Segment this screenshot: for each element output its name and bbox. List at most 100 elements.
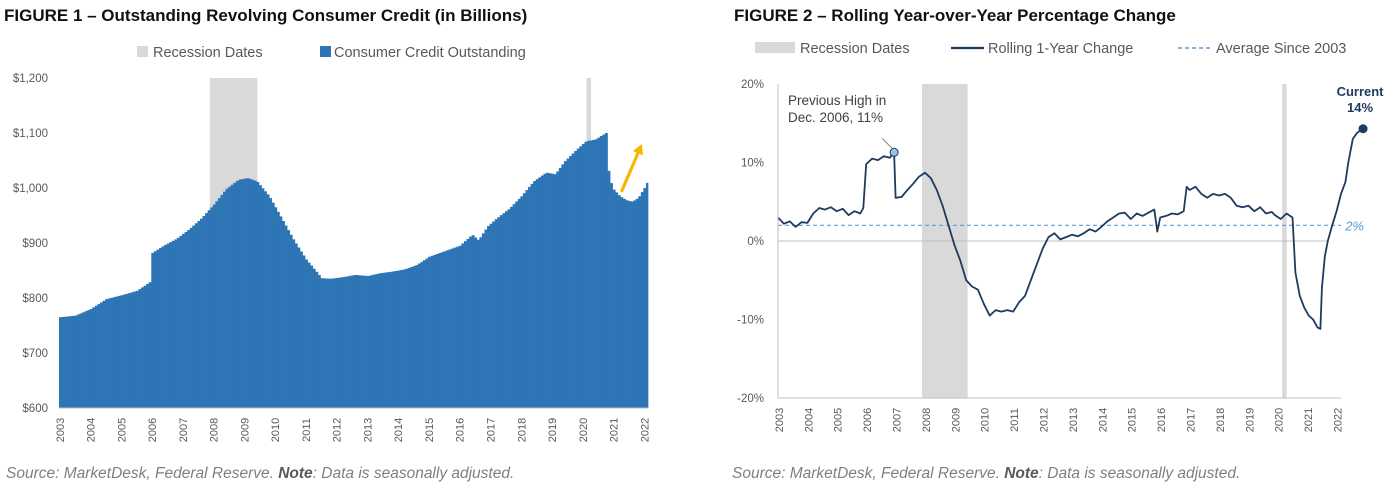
bar [533, 181, 537, 408]
bar [604, 133, 608, 408]
bar [430, 255, 434, 408]
bar [366, 276, 370, 408]
figure2-panel: FIGURE 2 – Rolling Year-over-Year Percen… [728, 0, 1393, 488]
bar [545, 172, 549, 408]
bar [243, 178, 247, 408]
bar [358, 275, 362, 408]
bar [622, 198, 626, 408]
legend-credit-swatch [320, 46, 331, 57]
bar [148, 282, 152, 408]
bar [443, 251, 447, 408]
bar [174, 239, 178, 408]
bar [571, 153, 575, 408]
x-tick-label: 2011 [301, 418, 313, 442]
bar [182, 233, 185, 408]
figure1-x-axis: 2003 2004 2005 2006 2007 2008 2009 2010 2011 2012… [55, 418, 651, 442]
bar [230, 184, 234, 408]
figure1-note-label: Note [278, 465, 313, 482]
figure1-bars [59, 133, 649, 409]
bar [61, 316, 65, 408]
y-tick-label: 0% [747, 236, 764, 248]
bar [602, 134, 606, 408]
bar [645, 182, 649, 408]
y-tick-label: $1,000 [13, 183, 48, 195]
x-tick-label: 2018 [516, 418, 528, 442]
bar [484, 229, 488, 408]
x-tick-label: 2003 [774, 408, 786, 432]
bar [105, 299, 109, 408]
bar [507, 209, 511, 408]
bar [340, 277, 344, 408]
x-tick-label: 2015 [424, 418, 436, 442]
bar [466, 238, 470, 408]
bar [338, 277, 342, 408]
x-tick-label: 2019 [1244, 408, 1256, 432]
x-tick-label: 2018 [1215, 408, 1227, 432]
bar [271, 202, 275, 408]
bar [515, 201, 519, 408]
bar [543, 173, 547, 408]
x-tick-label: 2003 [55, 418, 67, 442]
bar [189, 227, 193, 408]
bar [141, 287, 144, 408]
bar [59, 317, 62, 408]
figure1-source: Source: MarketDesk, Federal Reserve. Not… [6, 465, 514, 483]
bar [246, 178, 250, 408]
bar [284, 225, 288, 408]
bar [166, 243, 170, 408]
bar [89, 309, 93, 408]
bar [94, 305, 98, 408]
bar [399, 270, 403, 408]
previous-high-marker [889, 147, 899, 157]
bar [620, 197, 624, 408]
bar [258, 185, 262, 408]
previous-high-label: Previous High in [788, 93, 886, 108]
x-tick-label: 2005 [833, 408, 845, 432]
bar [115, 296, 119, 408]
bar [269, 198, 273, 408]
figure2-source: Source: MarketDesk, Federal Reserve. Not… [732, 465, 1240, 483]
bar [251, 179, 255, 408]
bar [312, 268, 316, 408]
figure1-trend-arrow [620, 144, 643, 193]
x-tick-label: 2010 [980, 408, 992, 432]
bar [635, 198, 639, 408]
bar [522, 193, 526, 408]
bar [92, 307, 96, 408]
x-tick-label: 2009 [950, 408, 962, 432]
x-tick-label: 2014 [1097, 408, 1109, 432]
bar [553, 174, 557, 408]
bar [346, 276, 349, 408]
bar [281, 221, 285, 408]
bar [110, 297, 114, 408]
bar [458, 245, 462, 408]
bar [292, 239, 296, 408]
bar [287, 230, 291, 408]
bar [504, 211, 508, 408]
bar [487, 226, 490, 408]
bar [369, 275, 373, 408]
x-tick-label: 2022 [1332, 408, 1344, 432]
bar [410, 267, 414, 408]
bar [151, 252, 155, 408]
bar [217, 198, 221, 408]
bar [302, 255, 306, 408]
bar [348, 275, 352, 408]
arrow-head [632, 144, 643, 156]
x-tick-label: 2019 [547, 418, 559, 442]
bar [517, 198, 521, 408]
bar [538, 177, 542, 408]
bar [169, 242, 173, 408]
bar [320, 278, 324, 408]
bar [597, 137, 601, 408]
bar [599, 136, 603, 408]
bar [425, 258, 429, 408]
bar [84, 311, 88, 408]
bar [566, 158, 570, 408]
bar [558, 167, 562, 408]
legend-recession-label: Recession Dates [153, 45, 263, 61]
bar [628, 200, 631, 408]
bar [146, 283, 150, 408]
bar [479, 237, 483, 408]
figure2-legend: Recession Dates Rolling 1-Year Change Av… [755, 41, 1346, 57]
